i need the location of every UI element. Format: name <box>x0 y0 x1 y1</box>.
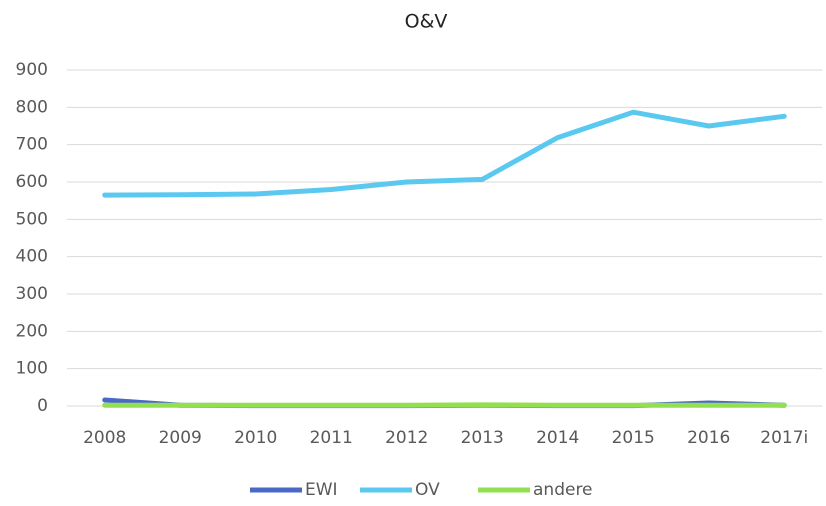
y-tick-label: 700 <box>16 135 48 155</box>
x-tick-label: 2015 <box>612 428 655 448</box>
y-tick-label: 400 <box>16 247 48 267</box>
x-tick-label: 2008 <box>83 428 126 448</box>
x-tick-label: 2016 <box>687 428 730 448</box>
x-tick-label: 2011 <box>310 428 353 448</box>
y-tick-label: 900 <box>16 60 48 80</box>
legend-label: OV <box>415 480 440 500</box>
y-tick-label: 800 <box>16 97 48 117</box>
series-line <box>102 109 787 198</box>
legend-label: EWI <box>305 480 338 500</box>
legend-label: andere <box>533 480 593 500</box>
x-tick-label: 2017i <box>760 428 808 448</box>
y-tick-label: 600 <box>16 172 48 192</box>
y-tick-label: 100 <box>16 359 48 379</box>
x-tick-label: 2010 <box>234 428 277 448</box>
x-tick-label: 2013 <box>461 428 504 448</box>
y-tick-label: 300 <box>16 284 48 304</box>
y-tick-label: 500 <box>16 209 48 229</box>
y-tick-label: 200 <box>16 321 48 341</box>
x-tick-label: 2009 <box>159 428 202 448</box>
x-tick-label: 2014 <box>536 428 579 448</box>
chart-title: O&V <box>405 11 448 33</box>
x-tick-label: 2012 <box>385 428 428 448</box>
y-tick-label: 0 <box>37 396 48 416</box>
